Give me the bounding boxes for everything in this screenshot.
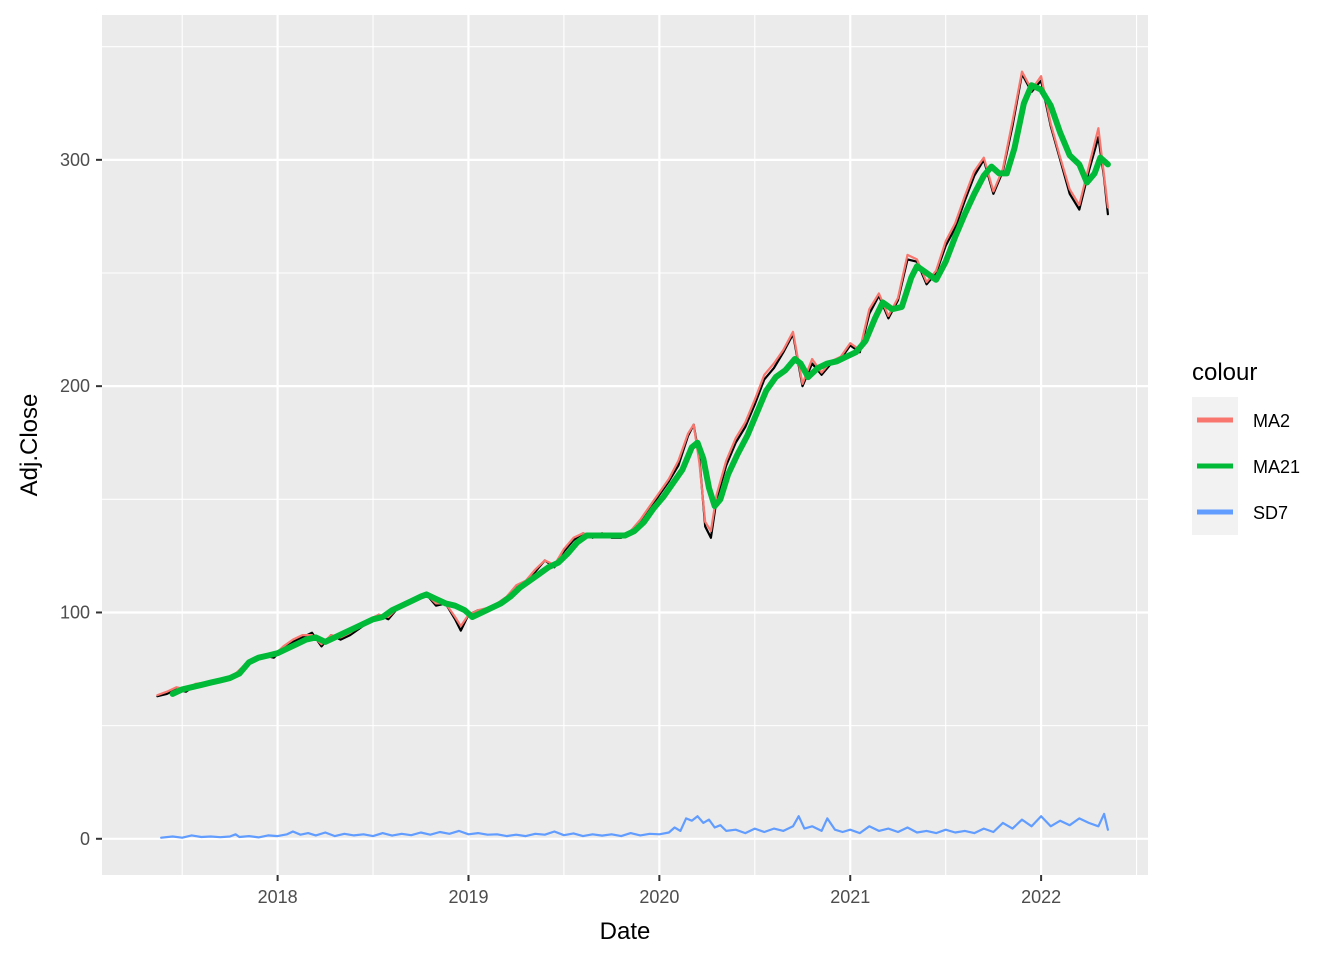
legend-items: MA2 MA21 SD7 xyxy=(1197,411,1300,523)
y-tick-label: 0 xyxy=(80,829,90,849)
x-tick-labels: 2018 2019 2020 2021 2022 xyxy=(258,887,1062,907)
x-tick-label: 2020 xyxy=(639,887,679,907)
x-tick-label: 2021 xyxy=(830,887,870,907)
series-layer xyxy=(156,70,1111,839)
y-tick-label: 100 xyxy=(60,602,90,622)
series-line-ma21 xyxy=(169,82,1111,697)
grid-major xyxy=(102,15,1148,875)
y-tick-label: 200 xyxy=(60,376,90,396)
y-tick-labels: 0 100 200 300 xyxy=(60,150,90,849)
plot-panel xyxy=(102,15,1148,875)
x-axis-title: Date xyxy=(600,918,651,945)
axis-ticks xyxy=(96,158,1043,881)
legend-label-ma21: MA21 xyxy=(1253,457,1300,477)
legend-label-sd7: SD7 xyxy=(1253,503,1288,523)
x-tick-label: 2022 xyxy=(1021,887,1061,907)
legend: colour MA2 MA21 SD7 xyxy=(1192,359,1300,535)
legend-title: colour xyxy=(1192,359,1257,386)
legend-label-ma2: MA2 xyxy=(1253,411,1290,431)
y-axis-title: Adj.Close xyxy=(16,394,43,497)
y-tick-label: 300 xyxy=(60,150,90,170)
x-tick-label: 2019 xyxy=(448,887,488,907)
grid-minor xyxy=(102,15,1148,875)
series-line-sd7 xyxy=(160,812,1109,839)
series-line-price xyxy=(156,72,1109,698)
x-tick-label: 2018 xyxy=(258,887,298,907)
